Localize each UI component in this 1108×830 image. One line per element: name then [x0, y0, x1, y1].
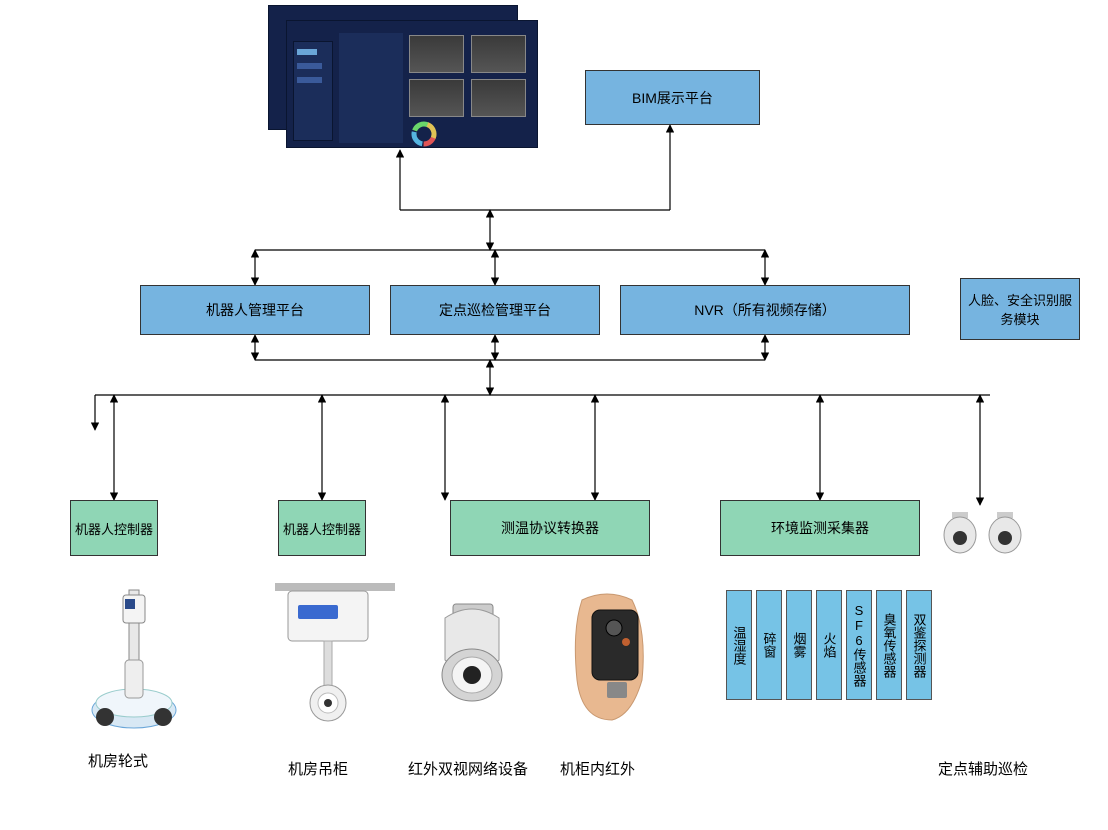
face-module-node: 人脸、安全识别服务模块: [960, 278, 1080, 340]
env-collector-label: 环境监测采集器: [771, 518, 869, 538]
dashboard-screenshot: [268, 5, 538, 150]
robot-mgmt-node: 机器人管理平台: [140, 285, 370, 335]
hang-robot-icon: [270, 575, 400, 745]
fixed-insp-label: 定点巡检管理平台: [439, 300, 551, 320]
sensor-strip: 火焰: [816, 590, 842, 700]
robot-ctrl1-label: 机器人控制器: [75, 519, 153, 538]
aux-cam2-icon: [985, 510, 1025, 560]
nvr-node: NVR（所有视频存储）: [620, 285, 910, 335]
label-ir-net: 红外双视网络设备: [408, 758, 528, 779]
wheel-robot-icon: [85, 585, 185, 745]
robot-ctrl2-label: 机器人控制器: [283, 519, 361, 538]
nvr-label: NVR（所有视频存储）: [694, 300, 836, 320]
face-module-label: 人脸、安全识别服务模块: [965, 290, 1075, 328]
temp-conv-node: 测温协议转换器: [450, 500, 650, 556]
fixed-insp-node: 定点巡检管理平台: [390, 285, 600, 335]
ir-dome-icon: [425, 600, 520, 730]
sensor-strip: 温湿度: [726, 590, 752, 700]
sensor-strip: 烟雾: [786, 590, 812, 700]
label-hang: 机房吊柜: [288, 758, 348, 779]
robot-ctrl1-node: 机器人控制器: [70, 500, 158, 556]
robot-ctrl2-node: 机器人控制器: [278, 500, 366, 556]
sensor-strip: SF6传感器: [846, 590, 872, 700]
temp-conv-label: 测温协议转换器: [501, 518, 599, 538]
label-aux: 定点辅助巡检: [938, 758, 1028, 779]
sensor-strip: 臭氧传感器: [876, 590, 902, 700]
bim-platform-node: BIM展示平台: [585, 70, 760, 125]
label-cab-ir: 机柜内红外: [560, 758, 635, 779]
aux-cam1-icon: [940, 510, 980, 560]
label-wheel: 机房轮式: [88, 750, 148, 771]
bim-label: BIM展示平台: [632, 88, 713, 108]
sensor-strip: 碎窗: [756, 590, 782, 700]
cabinet-ir-icon: [552, 590, 672, 730]
sensor-strip: 双鉴探测器: [906, 590, 932, 700]
env-collector-node: 环境监测采集器: [720, 500, 920, 556]
robot-mgmt-label: 机器人管理平台: [206, 300, 304, 320]
